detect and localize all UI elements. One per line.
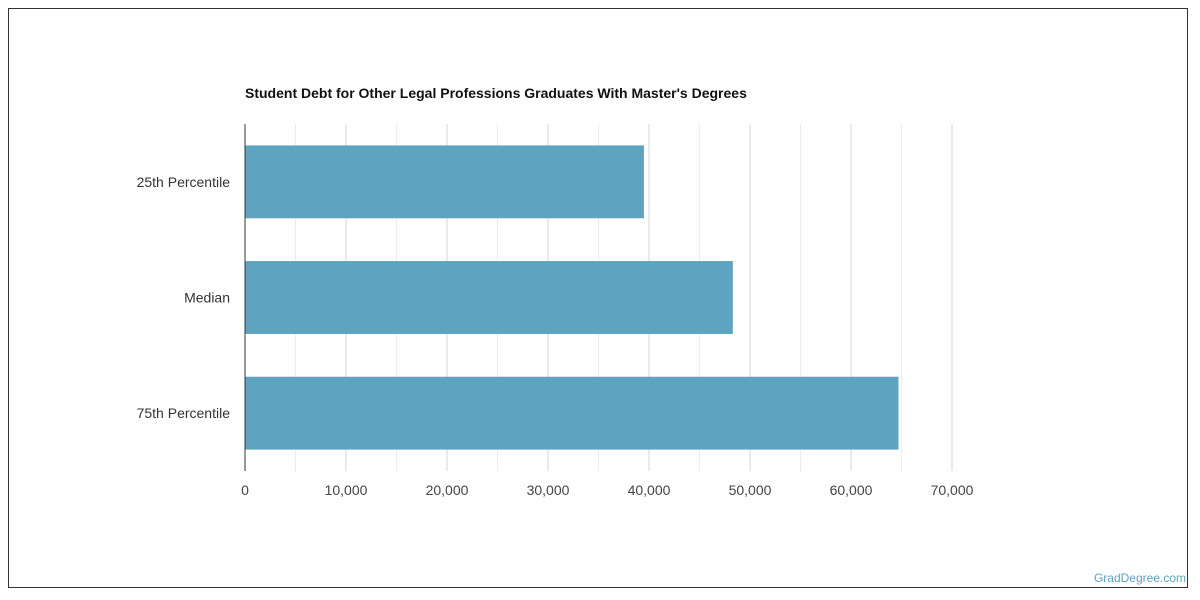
x-tick-label: 60,000 [830,482,873,498]
x-tick-label: 40,000 [628,482,671,498]
x-tick-label: 0 [241,482,249,498]
category-label: 75th Percentile [137,405,231,421]
x-tick-label: 10,000 [325,482,368,498]
category-labels: 25th Percentile Median 75th Percentile [137,174,231,421]
category-label: 25th Percentile [137,174,231,190]
chart-title: Student Debt for Other Legal Professions… [245,85,747,101]
bar-25th-percentile [245,145,644,219]
x-tick-label: 30,000 [527,482,570,498]
category-label: Median [184,290,230,306]
credit-link[interactable]: GradDegree.com [1093,571,1186,585]
x-tick-label: 50,000 [729,482,772,498]
x-tick-label: 20,000 [426,482,469,498]
x-tick-label: 70,000 [931,482,974,498]
tick-labels: 0 10,000 20,000 30,000 40,000 50,000 60,000 70,… [241,482,974,498]
bar-75th-percentile [245,376,899,450]
bars [245,145,899,450]
bar-median [245,261,733,334]
